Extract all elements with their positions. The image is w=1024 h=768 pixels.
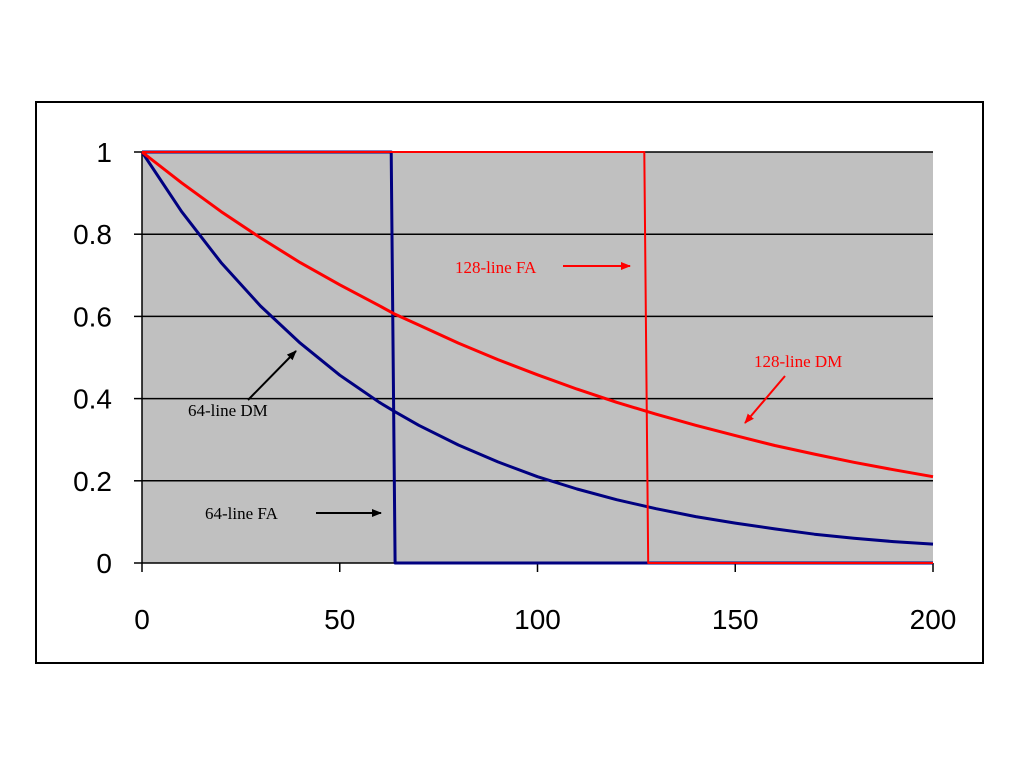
x-tick-label-3: 150	[712, 604, 759, 635]
annotation-128-line-dm: 128-line DM	[754, 352, 842, 371]
x-tick-label-2: 100	[514, 604, 561, 635]
series-line-128-line-fa	[142, 151, 933, 564]
annotation-64-line-dm: 64-line DM	[188, 401, 268, 420]
series-layer	[140, 150, 934, 565]
plot-area	[142, 152, 933, 563]
y-tick-label-5: 1	[96, 137, 112, 168]
y-tick-label-4: 0.8	[73, 219, 112, 250]
series-line-128-line-dm	[141, 150, 934, 479]
annotation-64-line-fa: 64-line FA	[205, 504, 279, 523]
x-tick-label-0: 0	[134, 604, 150, 635]
y-tick-label-2: 0.4	[73, 384, 112, 415]
annotation-128-line-fa: 128-line FA	[455, 258, 537, 277]
y-tick-label-1: 0.2	[73, 466, 112, 497]
y-tick-label-0: 0	[96, 548, 112, 579]
arrow-128-line-dm	[744, 375, 786, 424]
y-tick-label-3: 0.6	[73, 301, 112, 332]
series-line-64-line-dm	[140, 151, 934, 546]
annotations-layer: 128-line FA 128-line DM 64-line DM 64-li…	[188, 258, 842, 523]
tick-labels: 0 0.2 0.4 0.6 0.8 1 0 50 100 150 200	[73, 137, 956, 635]
arrow-64-line-dm	[247, 350, 297, 401]
x-tick-label-4: 200	[910, 604, 957, 635]
x-tick-label-1: 50	[324, 604, 355, 635]
